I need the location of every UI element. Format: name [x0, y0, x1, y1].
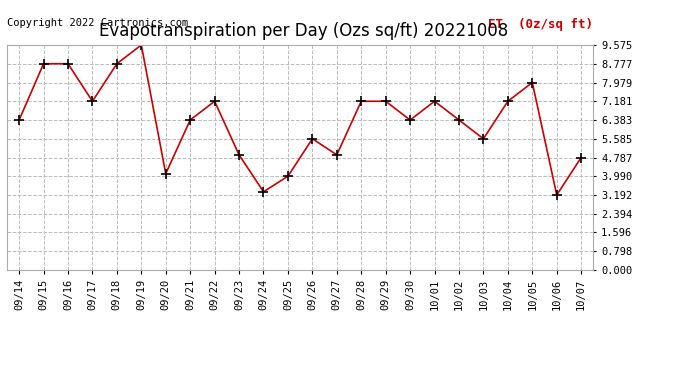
Text: Evapotranspiration per Day (Ozs sq/ft) 20221008: Evapotranspiration per Day (Ozs sq/ft) 2…: [99, 22, 509, 40]
Text: ET  (0z/sq ft): ET (0z/sq ft): [489, 18, 593, 31]
Text: Copyright 2022 Cartronics.com: Copyright 2022 Cartronics.com: [7, 18, 188, 28]
